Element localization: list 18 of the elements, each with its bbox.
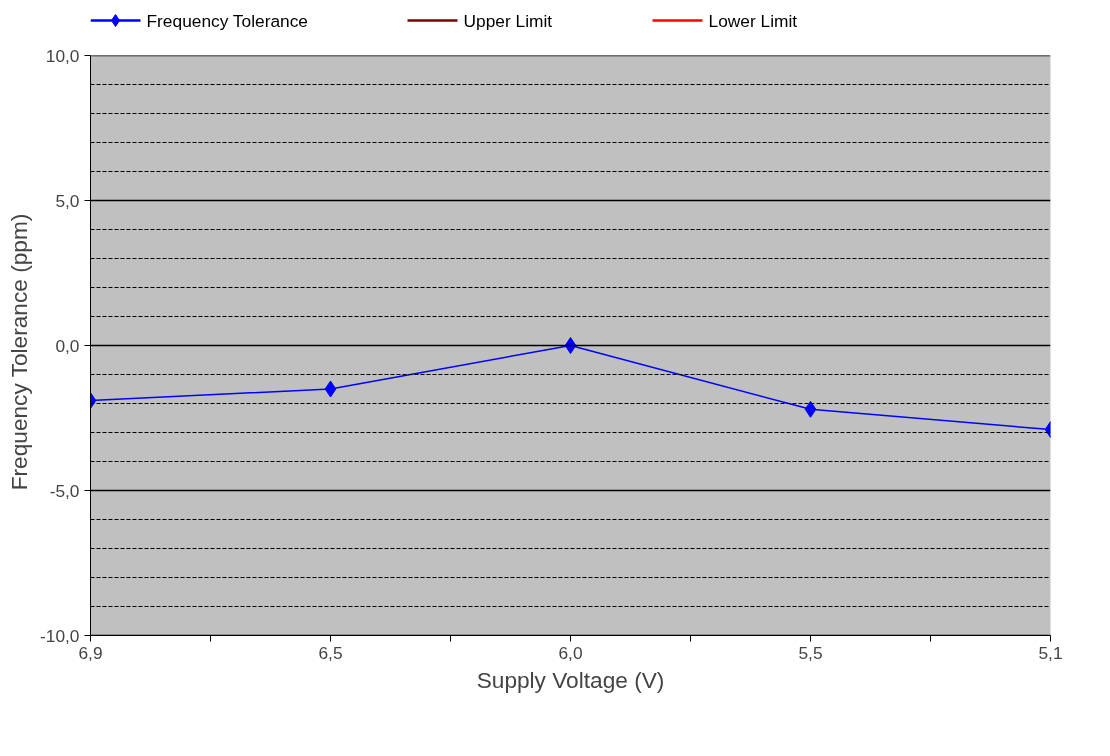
y-tick-label: -10,0	[40, 625, 80, 646]
point	[564, 337, 577, 354]
legend-label: Lower Limit	[708, 10, 798, 31]
y-tick-label: 10,0	[45, 45, 80, 66]
legend-label: Upper Limit	[463, 10, 553, 31]
point	[804, 400, 817, 418]
x-tick-label: 6,9	[78, 642, 103, 663]
x-tick-label: 5,5	[798, 642, 823, 663]
y-tick-label: 0,0	[55, 335, 80, 356]
legend-label: Frequency Tolerance	[146, 10, 309, 31]
y-tick-label: 5,0	[55, 190, 80, 211]
x-tick-label: 6,0	[558, 642, 583, 663]
x-tick-label: 5,1	[1038, 642, 1063, 663]
x-tick-label: 6,5	[318, 642, 343, 663]
x-axis-title: Supply Voltage (V)	[476, 666, 665, 693]
point	[324, 380, 337, 398]
y-axis-title: Frequency Tolerance (ppm)	[6, 213, 32, 491]
y-tick-label: -5,0	[49, 480, 80, 501]
